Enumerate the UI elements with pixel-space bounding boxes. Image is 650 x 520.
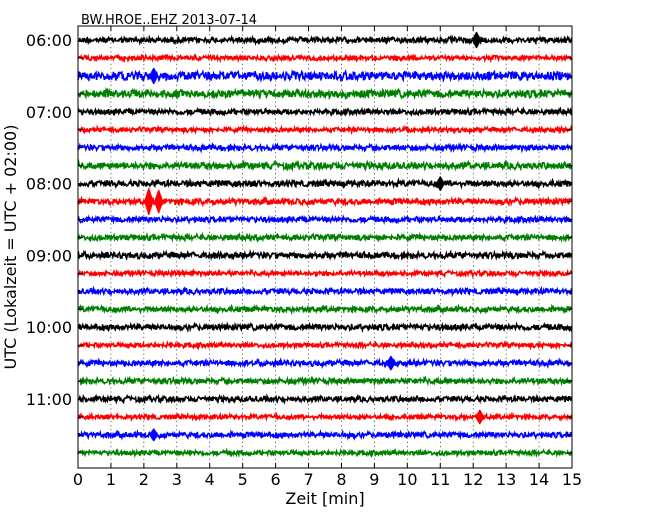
- x-axis-label: Zeit [min]: [285, 489, 364, 508]
- y-tick-label: 09:00: [26, 246, 72, 265]
- seismogram-trace: [77, 375, 573, 387]
- x-tick-label: 15: [562, 470, 582, 489]
- chart-title: BW.HROE..EHZ 2013-07-14: [81, 13, 257, 28]
- y-tick-label: 06:00: [26, 31, 72, 50]
- y-axis-ticks: 06:00 07:00 08:00 09:00 10:00 11:00: [26, 31, 572, 454]
- seismogram-trace: [77, 268, 573, 279]
- seismogram-trace: [77, 86, 573, 101]
- y-tick-label: 11:00: [26, 390, 72, 409]
- x-tick-label: 10: [397, 470, 417, 489]
- seismogram-trace: [77, 31, 573, 49]
- seismogram-trace: [77, 67, 572, 84]
- seismogram-trace: [77, 176, 573, 191]
- y-tick-label: 10:00: [26, 318, 72, 337]
- x-tick-label: 12: [463, 470, 483, 489]
- x-tick-label: 8: [336, 470, 346, 489]
- x-tick-label: 4: [205, 470, 215, 489]
- seismogram-trace: [77, 214, 573, 225]
- x-tick-label: 11: [430, 470, 450, 489]
- x-tick-label: 5: [238, 470, 248, 489]
- plot-frame: [77, 25, 573, 469]
- seismogram-trace: [77, 339, 573, 351]
- seismogram-trace: [77, 248, 573, 261]
- seismogram-trace: [77, 124, 573, 136]
- seismogram-trace: [77, 321, 573, 334]
- trace-group: [77, 31, 573, 459]
- x-tick-label: 0: [73, 470, 83, 489]
- x-tick-label: 1: [106, 470, 116, 489]
- seismogram-trace: [77, 393, 573, 405]
- x-tick-label: 6: [271, 470, 281, 489]
- y-tick-label: 08:00: [26, 175, 72, 194]
- seismogram-trace: [77, 141, 573, 154]
- y-tick-label: 07:00: [26, 103, 72, 122]
- seismogram-trace: [77, 285, 573, 298]
- x-tick-label: 3: [172, 470, 182, 489]
- seismogram-trace: [77, 409, 573, 425]
- x-tick-label: 2: [139, 470, 149, 489]
- x-tick-label: 13: [496, 470, 516, 489]
- x-tick-label: 14: [529, 470, 549, 489]
- seismogram-trace: [77, 106, 573, 118]
- seismogram-trace: [77, 447, 573, 459]
- seismogram-trace: [77, 52, 573, 64]
- x-axis-ticks: 0 1 2 3 4 5 6 7 8 9 10 11 12 13 14 15: [73, 26, 582, 489]
- seismogram-trace: [77, 355, 573, 371]
- seismogram-trace: [77, 188, 573, 216]
- x-tick-label: 9: [369, 470, 379, 489]
- seismogram-trace: [77, 231, 573, 243]
- y-axis-label: UTC (Lokalzeit = UTC + 02:00): [1, 125, 20, 370]
- seismogram-trace: [77, 303, 573, 316]
- seismogram-trace: [77, 428, 573, 442]
- x-tick-label: 7: [303, 470, 313, 489]
- seismogram-trace: [77, 158, 573, 172]
